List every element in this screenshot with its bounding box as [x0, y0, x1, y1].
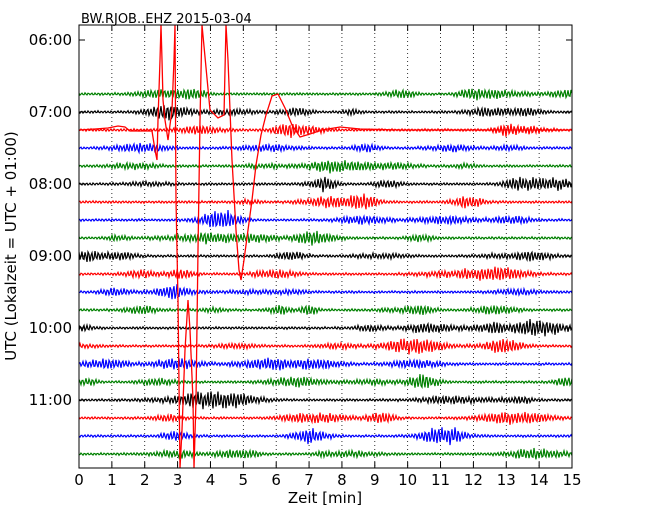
- seismic-trace: [79, 447, 572, 460]
- chart-title: BW.RJOB..EHZ 2015-03-04: [81, 12, 252, 27]
- seismic-trace: [79, 266, 572, 281]
- x-tick-label: 0: [74, 471, 84, 489]
- x-tick-label: 6: [271, 471, 281, 489]
- x-tick-label: 3: [173, 471, 183, 489]
- seismic-trace: [79, 176, 572, 193]
- y-tick-label: 08:00: [29, 175, 72, 193]
- x-tick-label: 5: [239, 471, 249, 489]
- y-tick-label: 07:00: [29, 103, 72, 121]
- x-tick-label: 8: [337, 471, 347, 489]
- x-tick-label: 14: [530, 471, 549, 489]
- x-tick-label: 4: [206, 471, 216, 489]
- seismic-trace: [79, 357, 572, 371]
- y-tick-label: 11:00: [29, 391, 72, 409]
- plot-frame: [78, 24, 573, 469]
- seismic-trace: [79, 193, 572, 210]
- x-axis-label: Zeit [min]: [288, 489, 362, 507]
- seismic-trace: [79, 88, 572, 101]
- seismic-trace: [79, 105, 572, 121]
- y-tick-label: 09:00: [29, 247, 72, 265]
- seismic-trace: [79, 249, 572, 263]
- seismic-trace: [79, 142, 572, 155]
- y-tick-labels: 06:00 07:00 08:00 09:00 10:00 11:00: [29, 31, 72, 409]
- seismic-trace: [79, 427, 572, 446]
- x-tick-label: 1: [107, 471, 117, 489]
- seismic-trace: [79, 209, 572, 228]
- x-tick-label: 13: [497, 471, 516, 489]
- seismic-trace: [79, 230, 572, 246]
- seismic-traces: [79, 25, 572, 468]
- x-tick-label: 11: [431, 471, 450, 489]
- seismic-trace: [79, 304, 572, 316]
- y-axis-label: UTC (Lokalzeit = UTC + 01:00): [2, 131, 20, 361]
- seismic-trace: [79, 338, 572, 355]
- seismic-trace: [79, 374, 572, 390]
- axis-ticks: [78, 25, 573, 468]
- y-tick-label: 06:00: [29, 31, 72, 49]
- seismic-trace: [79, 319, 572, 337]
- seismic-trace: [79, 411, 572, 425]
- x-tick-label: 10: [398, 471, 417, 489]
- y-tick-label: 10:00: [29, 319, 72, 337]
- seismic-trace: [79, 391, 572, 410]
- x-tick-label: 9: [370, 471, 380, 489]
- plot-area-background: [79, 25, 572, 468]
- x-tick-labels: 0 1 2 3 4 5 6 7 8 9 10 11 12 13 14 15: [74, 471, 581, 489]
- x-tick-label: 15: [562, 471, 581, 489]
- seismic-trace: [79, 160, 572, 174]
- event-disturbance-trace: [79, 25, 572, 468]
- seismic-trace: [79, 284, 572, 300]
- x-tick-label: 7: [304, 471, 314, 489]
- x-tick-label: 12: [464, 471, 483, 489]
- x-tick-label: 2: [140, 471, 150, 489]
